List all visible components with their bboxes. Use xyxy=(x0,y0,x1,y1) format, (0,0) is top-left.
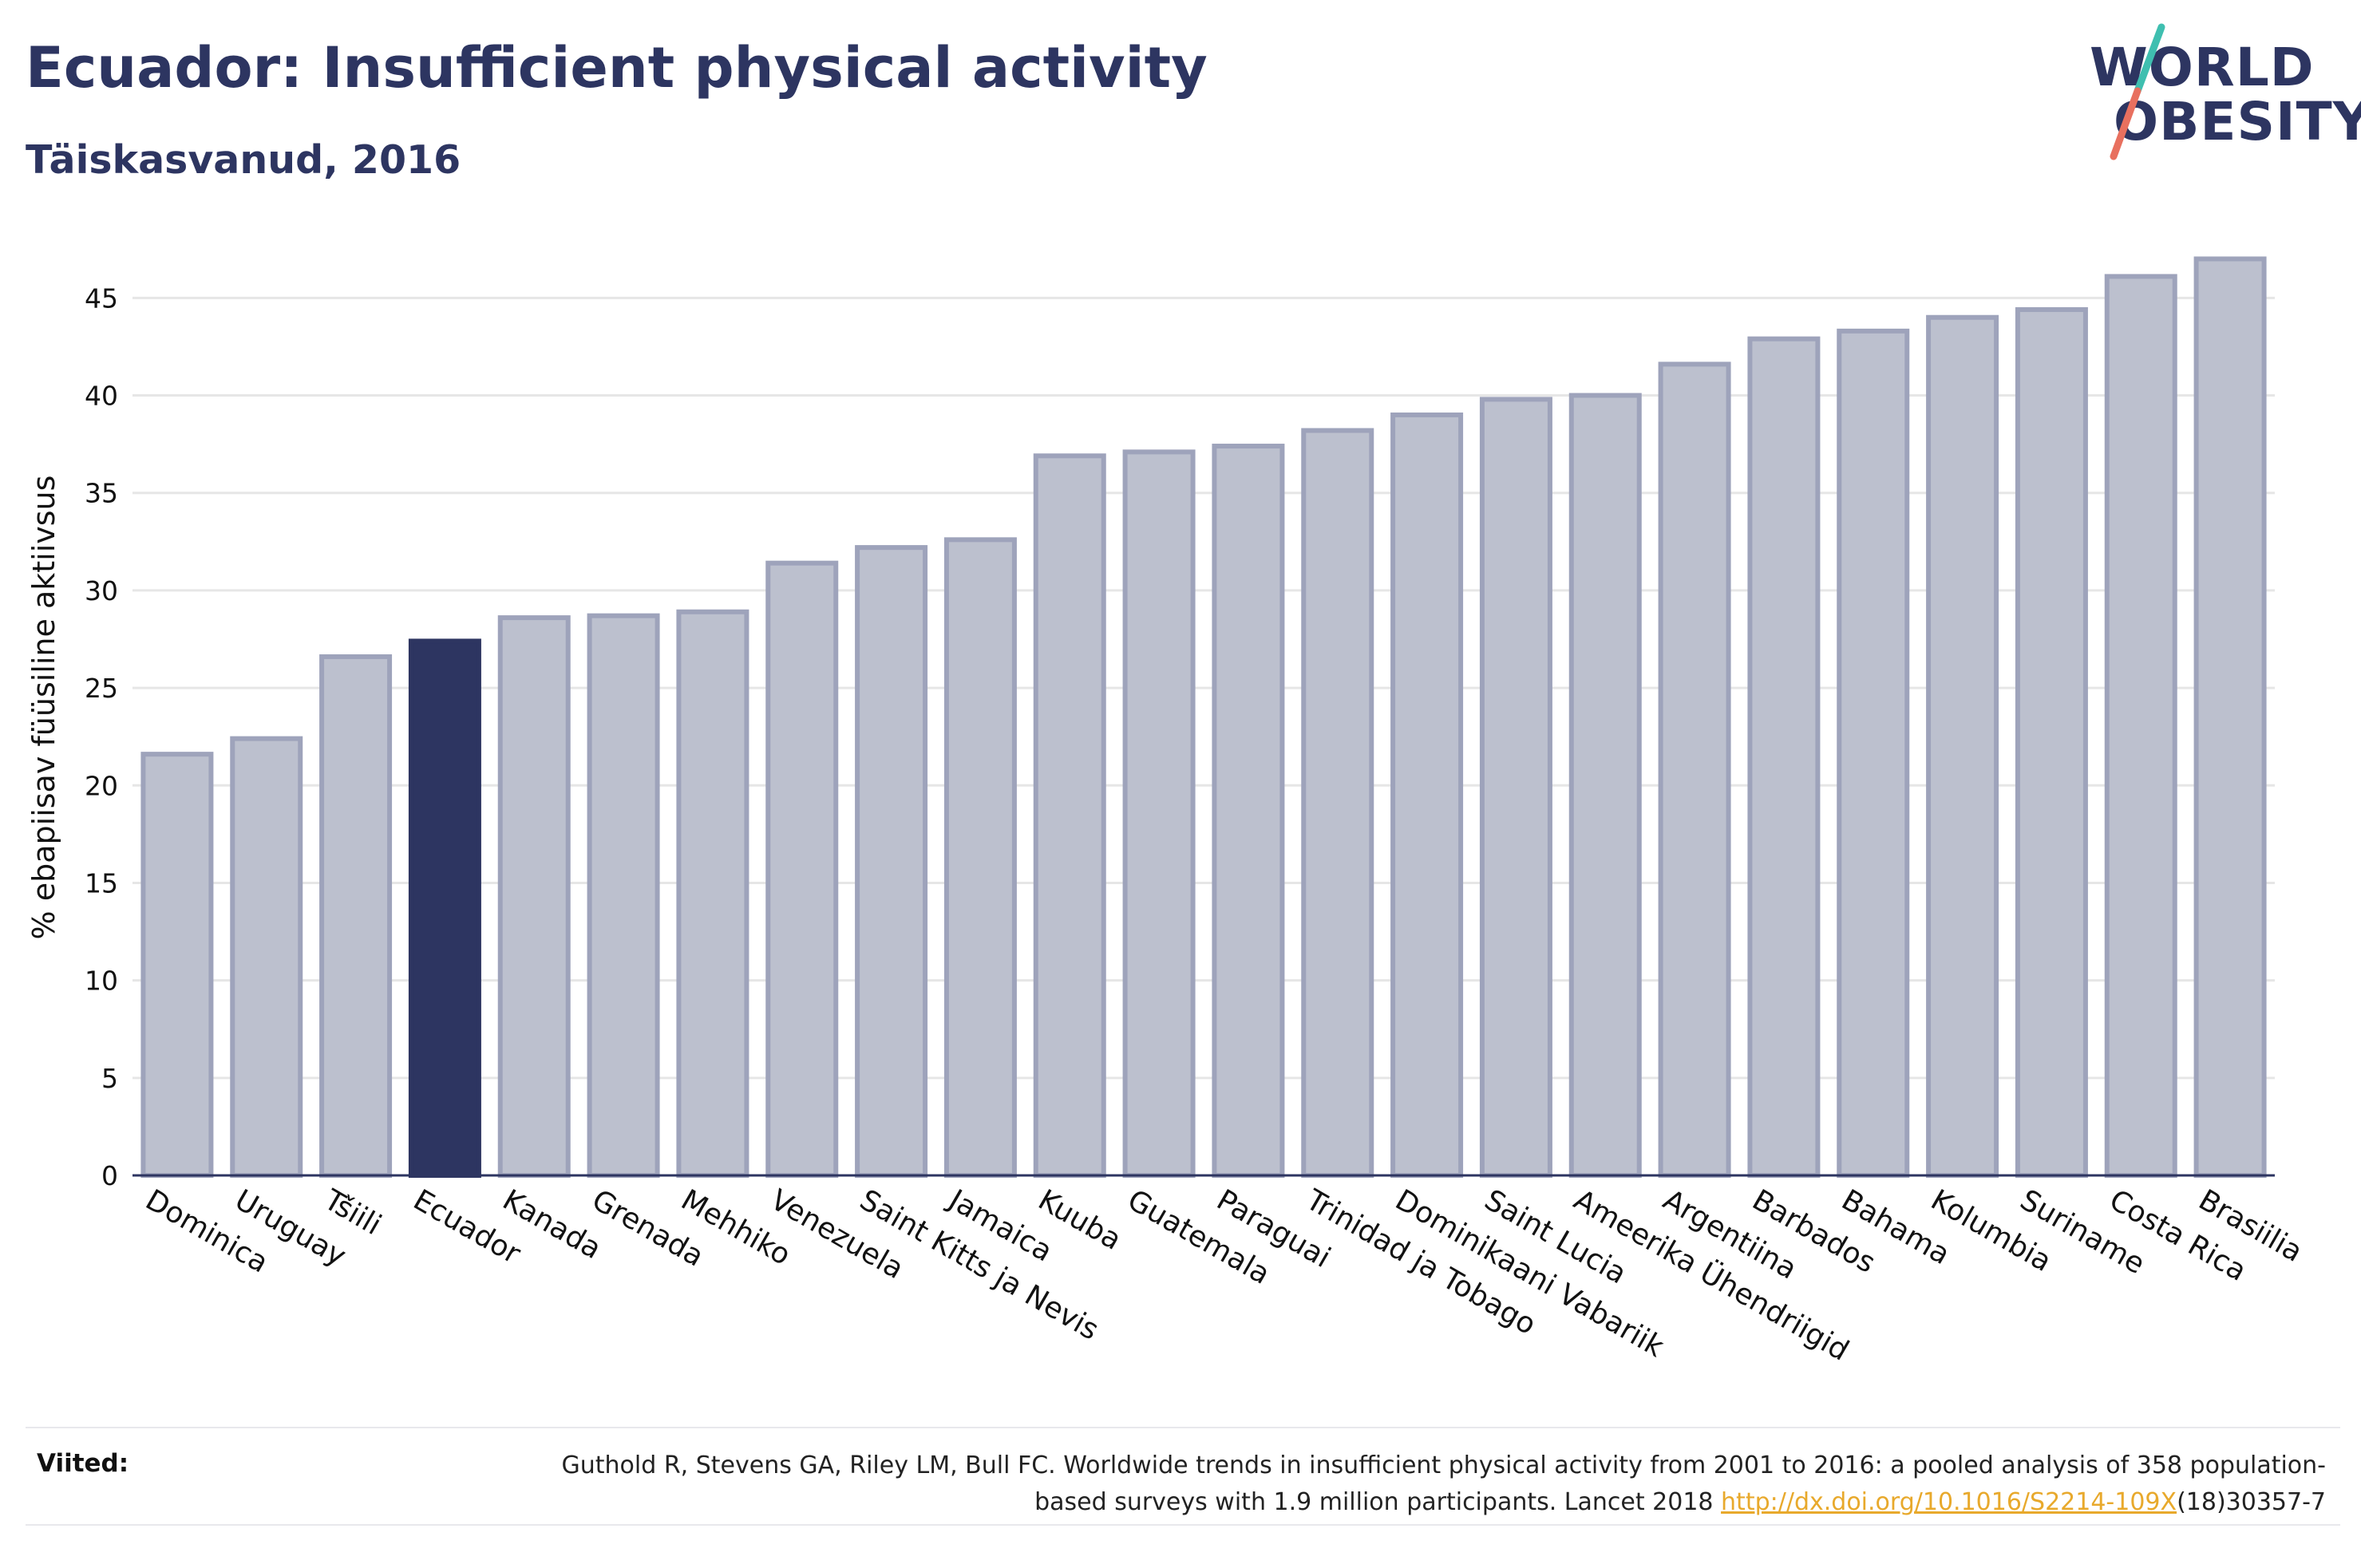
bar-bahama[interactable] xyxy=(1837,328,1910,1179)
bar-ecuador[interactable] xyxy=(408,638,481,1178)
logo-line-1: WORLD xyxy=(2090,37,2315,98)
bar-kanada[interactable] xyxy=(497,615,571,1178)
references-label: Viited: xyxy=(37,1449,129,1478)
bar-saint-lucia[interactable] xyxy=(1479,397,1552,1178)
footer-top-divider xyxy=(26,1427,2340,1428)
footer-bottom-divider xyxy=(26,1524,2340,1526)
y-axis-label: % ebapiisav füüsiline aktiivsus xyxy=(26,476,61,940)
bar-venezuela[interactable] xyxy=(765,560,839,1178)
bar-paraguai[interactable] xyxy=(1212,444,1285,1178)
bar-brasiilia[interactable] xyxy=(2193,256,2267,1178)
y-tick-label: 10 xyxy=(85,966,118,997)
bar-mehhiko[interactable] xyxy=(676,609,749,1178)
bar-t-iili[interactable] xyxy=(319,654,393,1178)
bar-grenada[interactable] xyxy=(587,613,660,1178)
bar-ameerika-hendriigid[interactable] xyxy=(1568,393,1642,1178)
y-tick-label: 0 xyxy=(101,1160,118,1191)
bar-trinidad-ja-tobago[interactable] xyxy=(1301,428,1374,1178)
references-citation: Guthold R, Stevens GA, Riley LM, Bull FC… xyxy=(561,1451,2326,1516)
y-tick-label: 20 xyxy=(85,770,118,801)
world-obesity-logo: WORLD OBESITY xyxy=(2075,19,2361,171)
bar-chart: 0 5 10 15 20 25 30 35 40 45 % ebapiisav füüsiline … xyxy=(26,256,2308,1368)
y-tick-label: 45 xyxy=(85,282,118,314)
references-text: Guthold R, Stevens GA, Riley LM, Bull FC… xyxy=(490,1448,2326,1521)
bar-saint-kitts-ja-nevis[interactable] xyxy=(855,545,928,1178)
bar-argentiina[interactable] xyxy=(1658,361,1731,1178)
bar-jamaica[interactable] xyxy=(943,537,1017,1178)
y-tick-label: 35 xyxy=(85,478,118,509)
bar-suriname[interactable] xyxy=(2015,306,2088,1179)
bar-uruguay[interactable] xyxy=(230,736,303,1178)
logo-line-2: OBESITY xyxy=(2114,91,2361,152)
y-tick-label: 5 xyxy=(101,1063,118,1094)
y-tick-label: 15 xyxy=(85,867,118,899)
y-tick-label: 40 xyxy=(85,381,118,412)
bar-guatemala[interactable] xyxy=(1122,449,1196,1178)
bar-dominikaani-vabariik[interactable] xyxy=(1390,412,1464,1178)
bar-kuuba[interactable] xyxy=(1033,453,1106,1178)
y-tick-label: 30 xyxy=(85,575,118,606)
chart-subtitle: Täiskasvanud, 2016 xyxy=(26,137,461,183)
bar-barbados[interactable] xyxy=(1747,336,1821,1179)
bar-kolumbia[interactable] xyxy=(1926,314,1999,1178)
chart-title: Ecuador: Insufficient physical activity xyxy=(26,35,1208,101)
references-doi-link[interactable]: http://dx.doi.org/10.1016/S2214-109X xyxy=(1721,1488,2177,1516)
logo-slash-icon xyxy=(2110,23,2165,160)
bar-dominica[interactable] xyxy=(140,752,214,1178)
y-tick-label: 25 xyxy=(85,673,118,704)
bar-costa-rica[interactable] xyxy=(2104,274,2177,1178)
references-citation-suffix: (18)30357-7 xyxy=(2177,1488,2326,1516)
